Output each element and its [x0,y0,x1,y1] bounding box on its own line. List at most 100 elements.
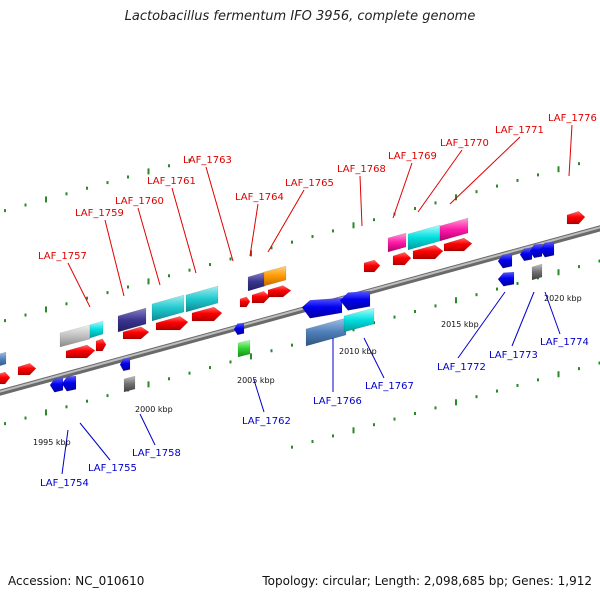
gene-laf-1766b[interactable] [339,290,371,311]
gene-label-laf-1763[interactable]: LAF_1763 [183,155,232,166]
gene-laf-1763c[interactable] [155,316,189,331]
gene-laf-1761[interactable] [117,307,147,333]
gene-laf-1763b[interactable] [185,285,219,313]
gene-laf-1771[interactable] [439,217,469,242]
gene-laf-1758[interactable] [119,357,131,372]
gene-label-laf-1768[interactable]: LAF_1768 [337,164,386,175]
gene-laf-1763d[interactable] [191,306,223,322]
gene-label-laf-1771[interactable]: LAF_1771 [495,125,544,136]
minor-tick [373,423,375,427]
topology-text: Topology: circular; Length: 2,098,685 bp… [262,574,592,588]
gene-laf-1764b[interactable] [247,271,266,292]
leader-line [249,203,259,257]
gene-laf-1758b[interactable] [123,375,136,393]
gene-label-laf-1762[interactable]: LAF_1762 [242,416,291,427]
gene-laf-1765[interactable] [263,265,287,287]
gene-label-laf-1761[interactable]: LAF_1761 [147,176,196,187]
leader-line [363,337,385,379]
gene-laf-1772[interactable] [497,253,513,269]
minor-tick [24,416,27,420]
gene-label-laf-1767[interactable]: LAF_1767 [365,381,414,392]
minor-tick [332,434,334,438]
gene-label-laf-1769[interactable]: LAF_1769 [388,151,437,162]
minor-tick [229,257,232,261]
scale-label: 2020 kbp [544,294,582,303]
gene-label-laf-1760[interactable]: LAF_1760 [115,196,164,207]
gene-laf-1760b[interactable] [95,338,107,352]
gene-laf-1763[interactable] [151,294,185,322]
minor-tick [168,274,170,278]
gene-label-laf-1770[interactable]: LAF_1770 [440,138,489,149]
major-tick [557,371,560,378]
gene-laf-1762b[interactable] [237,339,251,358]
gene-label-laf-1759[interactable]: LAF_1759 [75,208,124,219]
leader-line [449,136,521,205]
gene-laf-1764[interactable] [239,296,251,308]
gene-label-laf-1764[interactable]: LAF_1764 [235,192,284,203]
minor-tick [270,349,273,353]
minor-tick [578,265,580,269]
gene-laf-1765c[interactable] [267,285,292,298]
gene-laf-1761b[interactable] [122,326,150,340]
minor-tick [311,235,314,239]
leader-line [511,291,535,347]
gene-label-laf-1755[interactable]: LAF_1755 [88,463,137,474]
gene-label-laf-1773[interactable]: LAF_1773 [489,350,538,361]
major-tick [147,278,150,285]
scale-label: 1995 kbp [33,438,71,447]
gene-laf-1769[interactable] [387,232,407,253]
gene-laf-1759b[interactable] [89,320,104,339]
scale-labels: 1995 kbp 2000 kbp 2005 kbp 2010 kbp 2015 kbp… [33,294,582,447]
gene-laf-1770b[interactable] [412,244,444,260]
minor-tick [414,411,416,415]
gene-laf-1755[interactable] [61,375,77,392]
gene-label-laf-1774[interactable]: LAF_1774 [540,337,589,348]
leader-line [67,262,91,308]
gene-laf-1768[interactable] [363,259,381,273]
minor-tick [86,186,88,190]
major-tick [45,196,47,203]
gene-laf-1769b[interactable] [392,252,412,266]
minor-tick [4,319,6,323]
major-tick [250,250,252,257]
gene-label-laf-1776[interactable]: LAF_1776 [548,113,597,124]
gene-label-laf-1758[interactable]: LAF_1758 [132,448,181,459]
major-tick [455,194,457,201]
minor-tick [86,296,88,300]
gene-laf-1767[interactable] [343,307,375,333]
major-tick [147,381,150,388]
minor-tick [270,246,273,250]
minor-tick [4,422,6,426]
scale-label: 2005 kbp [237,376,275,385]
gene-fragment[interactable] [0,351,7,367]
minor-tick [291,240,293,244]
gene-label-laf-1766[interactable]: LAF_1766 [313,396,362,407]
gene-laf-1762[interactable] [233,322,245,336]
gene-laf-1765b[interactable] [251,291,271,304]
minor-tick [209,366,211,370]
gene-laf-1759[interactable] [59,324,91,348]
major-tick [45,409,47,416]
minor-tick [434,201,437,205]
minor-tick [598,361,600,365]
gene-label-laf-1772[interactable]: LAF_1772 [437,362,486,373]
gene-fragment[interactable] [0,371,11,385]
minor-tick [65,302,68,306]
gene-laf-1757[interactable] [17,363,37,376]
gene-label-laf-1765[interactable]: LAF_1765 [285,178,334,189]
gene-laf-1766c[interactable] [305,317,347,347]
gene-laf-1776[interactable] [566,211,586,225]
minor-tick [127,285,129,289]
gene-laf-1760[interactable] [65,344,96,359]
minor-tick [598,259,600,263]
major-tick [352,427,355,434]
gene-laf-1774[interactable] [539,241,555,258]
leader-line [457,291,506,359]
gene-label-laf-1754[interactable]: LAF_1754 [40,478,89,489]
gene-laf-1774b[interactable] [531,263,543,281]
minor-tick [496,287,498,291]
gene-laf-1771b[interactable] [443,237,473,252]
gene-laf-1766[interactable] [301,297,343,319]
gene-label-laf-1757[interactable]: LAF_1757 [38,251,87,262]
gene-laf-1772b[interactable] [497,271,515,287]
